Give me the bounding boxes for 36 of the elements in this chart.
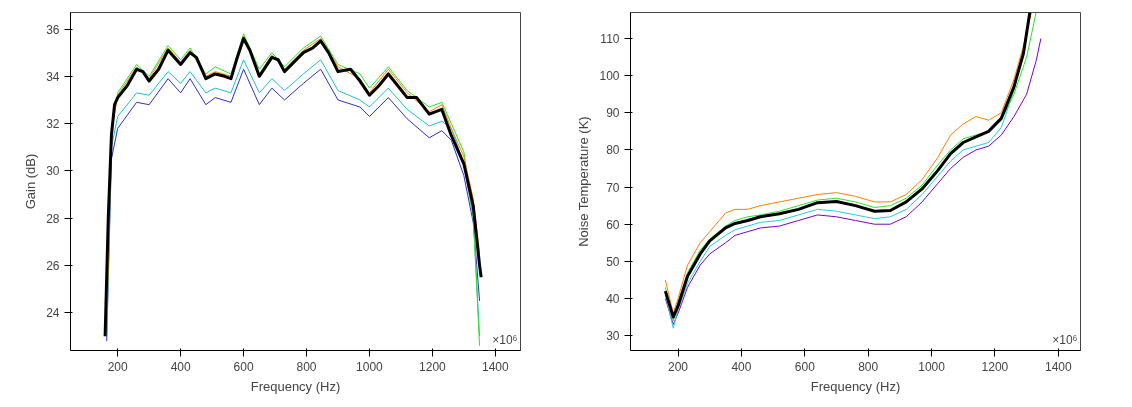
y-tick-label: 60 (606, 217, 620, 232)
x-tick-label: 400 (731, 359, 752, 374)
y-axis-title: Gain (dB) (23, 153, 39, 210)
y-tick-label: 34 (46, 69, 60, 84)
y-tick-label: 30 (46, 164, 60, 179)
y-tick-label: 80 (606, 143, 620, 158)
annotation: ×10⁶ (1052, 332, 1078, 347)
x-tick-label: 600 (233, 359, 254, 374)
x-tick-label: 800 (858, 359, 879, 374)
annotation: ×10⁶ (492, 332, 518, 347)
x-tick-label: 400 (170, 359, 191, 374)
y-tick-label: 50 (606, 254, 620, 269)
y-tick-label: 90 (606, 106, 620, 121)
x-tick-label: 1000 (918, 359, 946, 374)
y-axis-title: Noise Temperature (K) (576, 116, 592, 247)
y-tick-label: 70 (606, 180, 620, 195)
x-axis-title: Frequency (Hz) (250, 378, 341, 394)
y-tick-label: 24 (46, 306, 60, 321)
y-tick-label: 32 (46, 117, 60, 132)
y-tick-label: 100 (599, 69, 620, 84)
x-tick-label: 1200 (981, 359, 1009, 374)
x-tick-label: 600 (794, 359, 816, 374)
y-tick-label: 28 (46, 211, 60, 226)
y-tick-label: 110 (600, 32, 620, 46)
x-axis-title: Frequency (Hz) (810, 378, 901, 394)
x-tick-label: 1400 (1044, 359, 1072, 374)
y-tick-label: 30 (606, 329, 620, 344)
x-tick-label: 1000 (356, 359, 384, 374)
x-tick-label: 1200 (419, 359, 447, 374)
x-tick-label: 200 (107, 359, 129, 374)
x-tick-label: 200 (668, 359, 689, 374)
y-tick-label: 36 (46, 22, 60, 37)
y-tick-label: 26 (46, 258, 60, 273)
y-tick-label: 40 (606, 292, 620, 306)
x-tick-label: 800 (296, 359, 317, 374)
x-tick-label: 1400 (481, 359, 509, 374)
